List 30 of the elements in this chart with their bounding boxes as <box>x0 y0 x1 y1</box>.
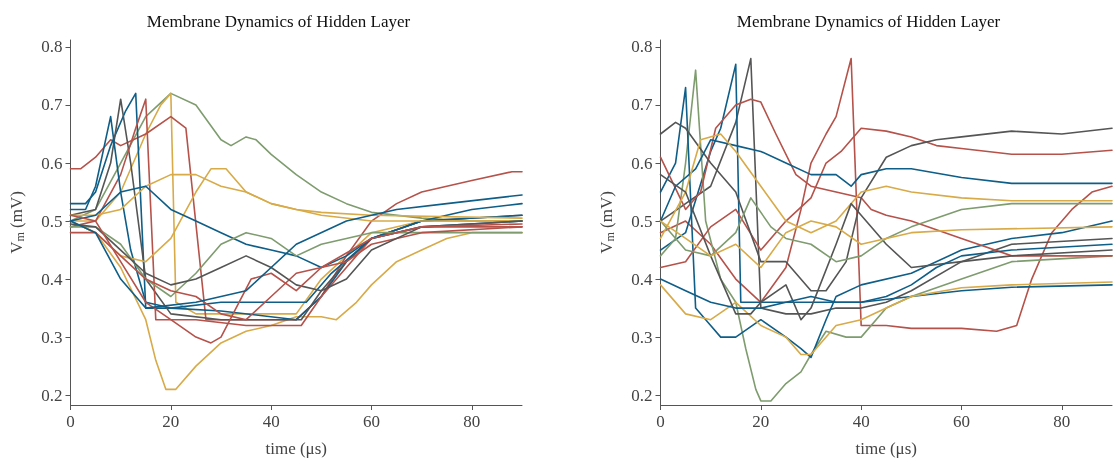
y-tick-label: 0.3 <box>41 327 63 347</box>
x-tick-label: 0 <box>66 412 75 431</box>
x-axis-title: time (μs) <box>855 439 918 458</box>
x-tick-label: 0 <box>656 412 665 431</box>
y-tick-label: 0.2 <box>631 385 653 405</box>
x-tick-label: 60 <box>363 412 380 431</box>
y-tick-label: 0.4 <box>631 269 653 289</box>
y-axis-title: Vm (mV) <box>7 191 27 254</box>
y-tick-label: 0.8 <box>631 37 653 57</box>
y-tick-label: 0.2 <box>41 385 63 405</box>
y-tick-label: 0.3 <box>631 327 653 347</box>
chart-title: Membrane Dynamics of Hidden Layer <box>736 12 1001 31</box>
y-tick-label: 0.6 <box>631 153 653 173</box>
x-tick-label: 80 <box>463 412 481 431</box>
y-tick-label: 0.5 <box>41 211 63 231</box>
chart-title: Membrane Dynamics of Hidden Layer <box>146 12 411 31</box>
y-tick-label: 0.7 <box>41 95 63 115</box>
y-tick-label: 0.8 <box>41 37 63 57</box>
x-axis-title: time (μs) <box>265 439 328 458</box>
x-tick-label: 40 <box>852 412 870 431</box>
x-tick-label: 20 <box>162 412 180 431</box>
x-tick-label: 80 <box>1053 412 1071 431</box>
y-axis-title: Vm (mV) <box>597 191 617 254</box>
x-tick-label: 60 <box>953 412 970 431</box>
y-tick-label: 0.5 <box>631 211 653 231</box>
y-tick-label: 0.7 <box>631 95 653 115</box>
x-tick-label: 40 <box>262 412 280 431</box>
y-tick-label: 0.6 <box>41 153 63 173</box>
x-tick-label: 20 <box>752 412 770 431</box>
y-tick-label: 0.4 <box>41 269 63 289</box>
